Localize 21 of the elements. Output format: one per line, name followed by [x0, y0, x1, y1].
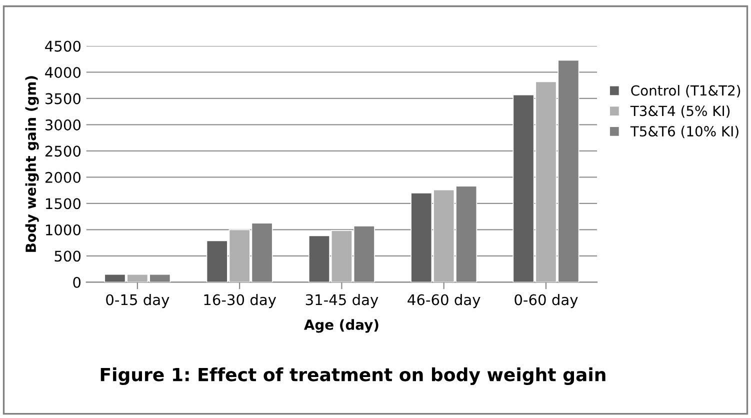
y-tick-label: 0	[73, 276, 81, 288]
y-tick-label: 500	[54, 250, 81, 262]
y-tick-label: 4000	[45, 66, 81, 78]
y-tick-label: 1000	[46, 224, 81, 236]
text: Figure 1: Effect of treatment on body weight gain	[100, 367, 606, 386]
y-tick-label: 3000	[46, 119, 81, 130]
x-tick-label: 46-60 day	[408, 294, 480, 308]
x-tick-label: 16-30 day	[204, 294, 276, 308]
y-tick-label: 3500	[46, 93, 81, 104]
y-tick-label: 2500	[45, 146, 81, 157]
x-tick-label: 0-60 day	[514, 294, 578, 308]
y-tick-label: 1500	[46, 198, 81, 210]
y-tick-label: 2000	[45, 172, 81, 183]
legend-label: Control (T1&T2)	[631, 85, 740, 98]
x-tick-label: 31-45 day	[306, 294, 378, 308]
x-tick-label: 0-15 day	[106, 294, 170, 308]
legend-label: T5&T6 (10% KI)	[630, 126, 738, 138]
legend-label: T3&T4 (5% KI)	[630, 105, 730, 118]
y-tick-label: 4500	[45, 40, 81, 52]
y-axis-title: Body weight gain (gm)	[25, 76, 39, 252]
x-axis-title: Age (day)	[304, 319, 378, 333]
